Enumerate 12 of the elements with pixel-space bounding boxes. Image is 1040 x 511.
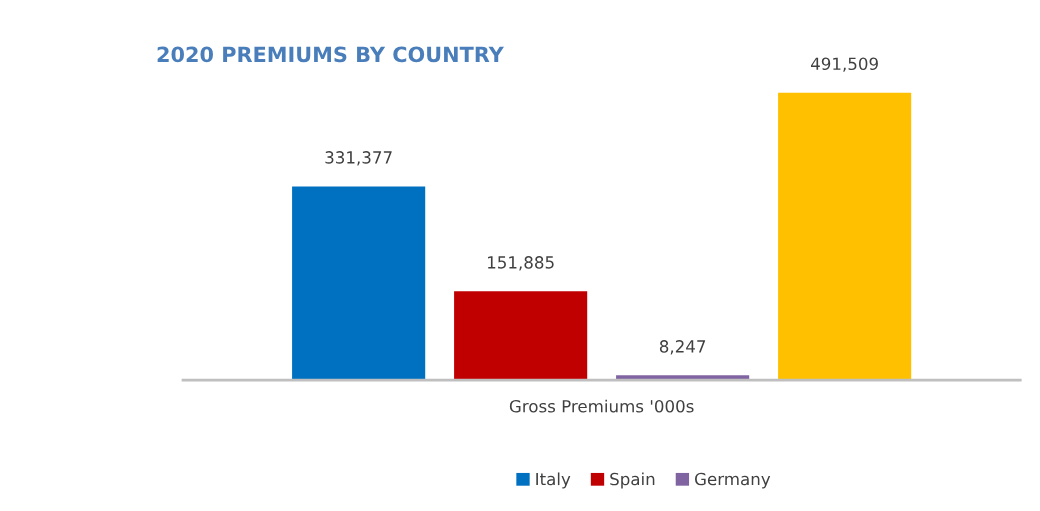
- data-label: 151,885: [488, 256, 554, 271]
- chart-title: 2020 PREMIUMS BY COUNTRY: [157, 46, 504, 63]
- legend-label: Spain: [610, 472, 655, 489]
- data-label: 491,509: [810, 57, 878, 72]
- bar: [454, 291, 588, 381]
- legend-label: Italy: [536, 472, 571, 489]
- legend-label: Germany: [695, 472, 771, 489]
- bar: [778, 92, 912, 381]
- data-label: 8,247: [659, 340, 706, 355]
- x-axis-title: Gross Premiums '000s: [509, 399, 694, 413]
- data-label: 331,377: [325, 151, 392, 166]
- bar: [292, 186, 426, 381]
